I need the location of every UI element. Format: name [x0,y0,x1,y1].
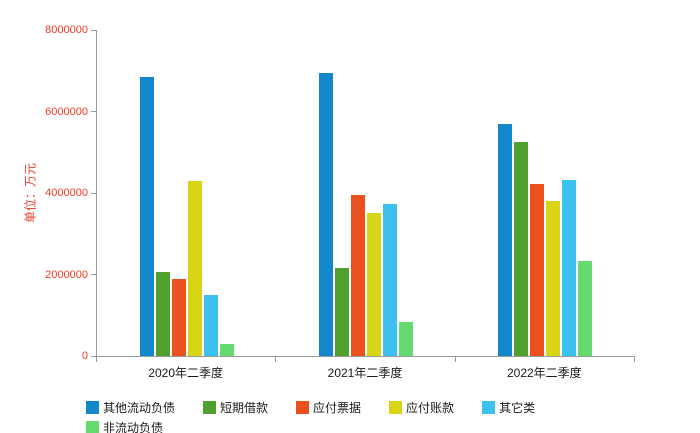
bar [187,181,202,356]
legend-item[interactable]: 其它类 [482,399,535,416]
bar [334,268,349,356]
legend-item[interactable]: 应付票据 [296,399,361,416]
x-tick-mark [634,357,635,362]
bar [171,279,186,356]
bar-group [456,30,635,356]
bar [562,180,577,356]
bar [203,295,218,356]
legend-row: 非流动负债 [86,419,626,433]
y-tick-mark [91,192,96,194]
bar [366,213,381,356]
legend-item[interactable]: 非流动负债 [86,419,163,433]
y-tick-mark [91,111,96,112]
y-tick-mark [91,355,96,357]
y-tick-mark [91,29,96,31]
legend-item[interactable]: 短期借款 [203,399,268,416]
bar [155,272,170,356]
legend-swatch-icon [296,401,310,414]
bar [546,201,561,356]
legend-item[interactable]: 其他流动负债 [86,399,175,416]
bar [578,261,593,356]
legend-label: 其他流动负债 [103,401,176,415]
legend: 其他流动负债 短期借款 应付票据 应付账款 其它类非流动负债 [86,399,626,433]
y-tick-label: 8000000 [45,24,88,36]
y-tick-label: 4000000 [45,187,88,199]
legend-swatch-icon [86,401,99,414]
plot-area [96,30,635,357]
x-tick-mark [454,357,456,362]
x-tick-mark [275,357,277,362]
legend-label: 应付账款 [406,401,455,415]
legend-swatch-icon [482,401,496,414]
x-category-label: 2020年二季度 [148,366,223,380]
bar [382,204,397,356]
y-tick-label: 0 [81,350,88,362]
legend-label: 短期借款 [220,401,269,415]
bar-group [97,30,276,356]
bar [398,322,413,356]
legend-label: 应付票据 [313,401,362,415]
legend-label: 其它类 [499,401,536,415]
bar [498,124,513,356]
legend-item[interactable]: 应付账款 [389,399,454,416]
y-tick-mark [91,274,96,275]
legend-label: 非流动负债 [103,421,164,433]
legend-swatch-icon [389,401,403,414]
bar [350,195,365,356]
bar-group [276,30,455,356]
bar [514,142,529,356]
x-category-label: 2021年二季度 [327,366,403,380]
y-tick-label: 6000000 [45,105,88,118]
bar [219,344,234,356]
y-tick-label: 2000000 [45,268,88,281]
x-tick-mark [96,357,97,362]
legend-swatch-icon [86,421,99,433]
bar [530,184,545,356]
x-category-label: 2022年二季度 [506,366,582,380]
legend-row: 其他流动负债 短期借款 应付票据 应付账款 其它类 [86,399,626,416]
legend-swatch-icon [203,401,217,414]
bar [318,73,333,356]
bar [139,77,154,356]
